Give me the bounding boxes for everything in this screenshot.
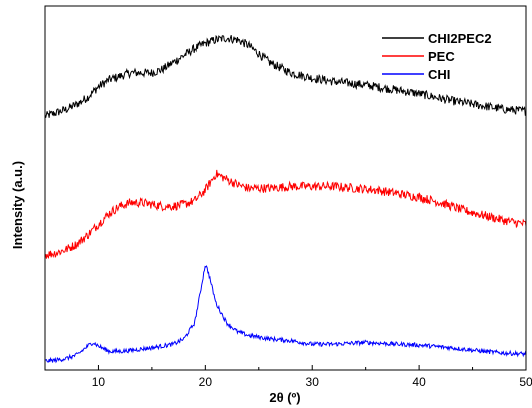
plot-area (44, 34, 527, 364)
legend-label-pec: PEC (428, 49, 455, 64)
x-axis-label: 2θ (º) (269, 390, 300, 405)
series-line-chi2pec2 (44, 34, 527, 118)
x-axis-ticks: 10 20 30 40 50 (44, 365, 532, 389)
x-tick-label: 30 (306, 375, 320, 389)
legend-label-chi: CHI (428, 67, 450, 82)
series-line-pec (44, 169, 527, 260)
series-line-chi (44, 265, 527, 364)
legend-label-chi2pec2: CHI2PEC2 (428, 31, 492, 46)
y-axis-label: Intensity (a.u.) (10, 161, 25, 249)
x-tick-label: 10 (92, 375, 106, 389)
x-tick-label: 20 (199, 375, 213, 389)
legend: CHI2PEC2 PEC CHI (382, 31, 492, 82)
x-tick-label: 40 (412, 375, 426, 389)
x-tick-label: 50 (519, 375, 532, 389)
plot-frame (44, 5, 527, 371)
